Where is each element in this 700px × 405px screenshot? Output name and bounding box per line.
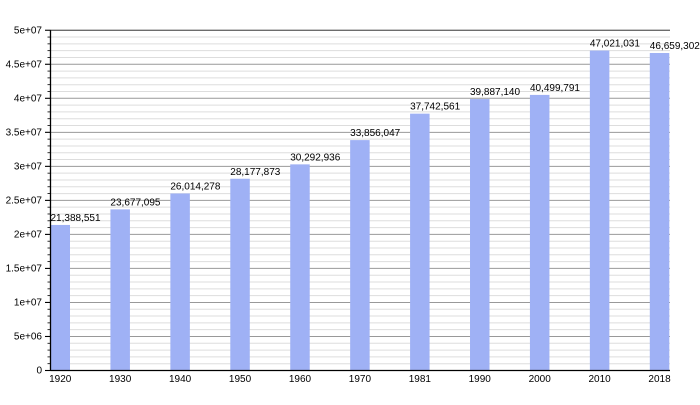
svg-text:39,887,140: 39,887,140 xyxy=(470,87,520,98)
svg-text:1930: 1930 xyxy=(109,374,132,385)
svg-text:46,659,302: 46,659,302 xyxy=(650,41,700,52)
svg-text:1.5e+07: 1.5e+07 xyxy=(6,264,43,275)
svg-text:1960: 1960 xyxy=(289,374,312,385)
svg-text:2018: 2018 xyxy=(648,374,671,385)
svg-text:30,292,936: 30,292,936 xyxy=(290,152,340,163)
svg-text:47,021,031: 47,021,031 xyxy=(590,39,640,50)
svg-text:21,388,551: 21,388,551 xyxy=(51,213,101,224)
svg-text:1920: 1920 xyxy=(49,374,72,385)
svg-text:1990: 1990 xyxy=(469,374,492,385)
svg-text:2.5e+07: 2.5e+07 xyxy=(6,196,43,207)
svg-text:2000: 2000 xyxy=(529,374,552,385)
svg-text:2010: 2010 xyxy=(588,374,611,385)
svg-text:1981: 1981 xyxy=(409,374,432,385)
svg-text:1e+07: 1e+07 xyxy=(14,298,43,309)
svg-text:33,856,047: 33,856,047 xyxy=(350,128,400,139)
svg-text:3.5e+07: 3.5e+07 xyxy=(6,128,43,139)
svg-text:26,014,278: 26,014,278 xyxy=(170,181,220,192)
svg-text:1940: 1940 xyxy=(169,374,192,385)
svg-text:28,177,873: 28,177,873 xyxy=(230,167,280,178)
svg-text:4e+07: 4e+07 xyxy=(14,94,43,105)
svg-text:37,742,561: 37,742,561 xyxy=(410,102,460,113)
svg-text:1970: 1970 xyxy=(349,374,372,385)
svg-text:2e+07: 2e+07 xyxy=(14,230,43,241)
svg-text:1950: 1950 xyxy=(229,374,252,385)
svg-text:5e+06: 5e+06 xyxy=(14,332,43,343)
svg-text:3e+07: 3e+07 xyxy=(14,162,43,173)
svg-text:4.5e+07: 4.5e+07 xyxy=(6,59,43,70)
svg-text:23,677,095: 23,677,095 xyxy=(110,197,160,208)
svg-text:40,499,791: 40,499,791 xyxy=(530,83,580,94)
svg-text:0: 0 xyxy=(36,366,42,377)
svg-text:5e+07: 5e+07 xyxy=(14,25,43,36)
